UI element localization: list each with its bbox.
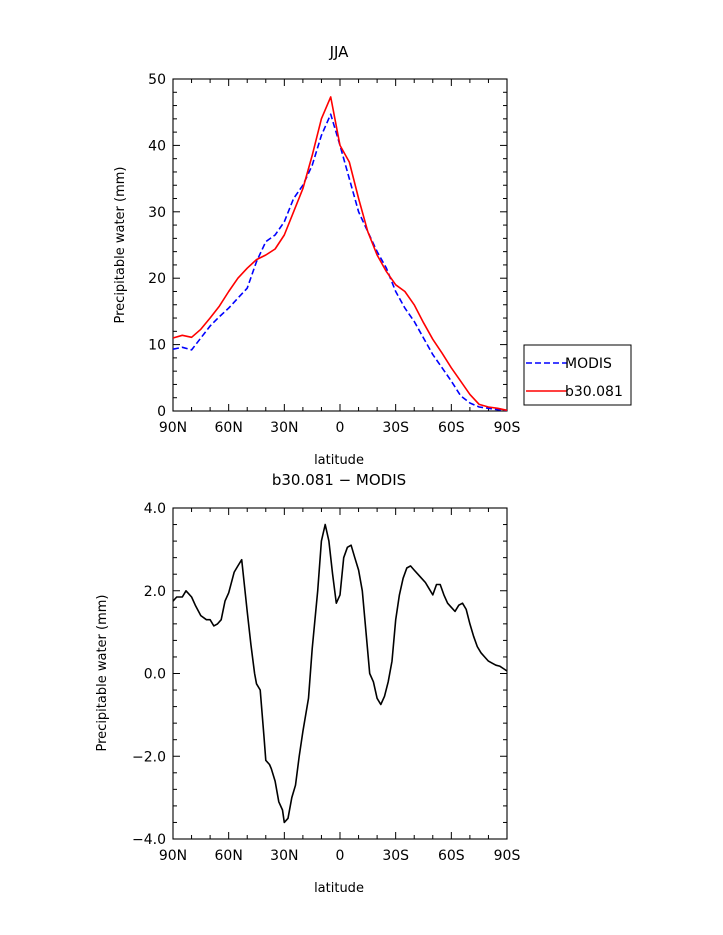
bottom-x-tick-label: 30S: [382, 848, 409, 864]
top-y-tick-label: 20: [148, 271, 166, 287]
top-series-line-b30-081: [172, 96, 508, 412]
bottom-ticks: [172, 507, 508, 840]
bottom-y-tick-label: −4.0: [132, 832, 166, 848]
bottom-x-tick-labels: 90N 60N 30N 0 30S 60S 90S: [159, 848, 521, 864]
bottom-title: b30.081 − MODIS: [272, 471, 406, 489]
top-x-tick-label: 60N: [215, 420, 243, 436]
top-x-tick-label: 30S: [382, 420, 409, 436]
bottom-x-tick-label: 90S: [494, 848, 521, 864]
top-x-tick-label: 90S: [494, 420, 521, 436]
top-y-tick-label: 30: [148, 205, 166, 221]
top-y-tick-labels: 0 10 20 30 40 50: [148, 72, 166, 420]
bottom-y-tick-label: −2.0: [132, 749, 166, 765]
bottom-series-line-0: [172, 523, 508, 824]
legend: MODIS b30.081: [523, 344, 632, 406]
top-series: [172, 96, 508, 412]
top-y-tick-label: 40: [148, 138, 166, 154]
top-x-tick-label: 60S: [438, 420, 465, 436]
bottom-x-tick-label: 60S: [438, 848, 465, 864]
top-series-line-modis: [172, 113, 508, 412]
bottom-panel: b30.081 − MODIS 90N 60N 30N 0 30S 60S 90S −4.0…: [95, 471, 520, 896]
bottom-x-tick-label: 90N: [159, 848, 187, 864]
top-x-tick-label: 0: [336, 420, 345, 436]
legend-box: [523, 344, 632, 406]
bottom-y-tick-label: 0.0: [144, 667, 166, 683]
top-y-tick-label: 0: [157, 404, 166, 420]
bottom-y-tick-labels: −4.0 −2.0 0.0 2.0 4.0: [132, 501, 166, 848]
top-x-tick-label: 30N: [270, 420, 298, 436]
bottom-y-tick-label: 4.0: [144, 501, 166, 517]
bottom-y-axis-label: Precipitable water (mm): [95, 595, 110, 752]
bottom-plot-frame: [172, 507, 508, 840]
top-y-axis-label: Precipitable water (mm): [113, 167, 128, 324]
top-x-tick-label: 90N: [159, 420, 187, 436]
bottom-y-tick-label: 2.0: [144, 584, 166, 600]
top-y-tick-label: 10: [148, 338, 166, 354]
top-ticks: [172, 78, 508, 412]
bottom-x-axis-label: latitude: [314, 881, 364, 896]
top-x-tick-labels: 90N 60N 30N 0 30S 60S 90S: [159, 420, 521, 436]
bottom-x-tick-label: 0: [336, 848, 345, 864]
top-panel: JJA 90N 60N 30N 0 30S 60S 90S 0 10 20 30 40 50 lati…: [113, 43, 632, 468]
bottom-x-tick-label: 30N: [270, 848, 298, 864]
top-y-tick-label: 50: [148, 72, 166, 88]
top-title: JJA: [329, 43, 350, 61]
bottom-x-tick-label: 60N: [215, 848, 243, 864]
legend-label-b30: b30.081: [565, 384, 623, 400]
legend-label-modis: MODIS: [565, 356, 612, 372]
top-plot-frame: [172, 78, 508, 412]
top-x-axis-label: latitude: [314, 453, 364, 468]
bottom-series: [172, 523, 508, 824]
